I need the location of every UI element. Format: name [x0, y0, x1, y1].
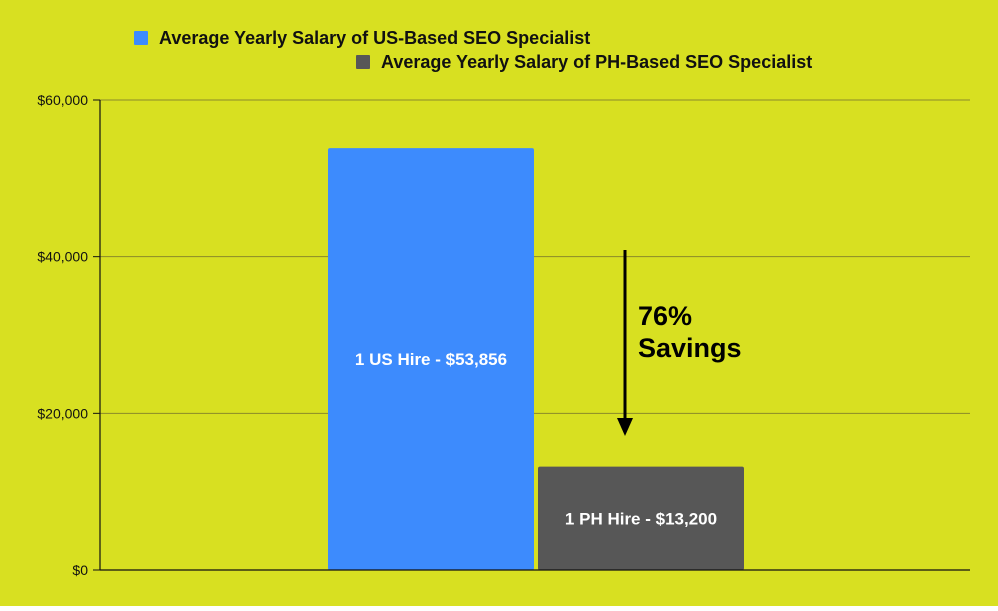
bar-ph [538, 466, 744, 570]
bars: 1 US Hire - $53,856 1 PH Hire - $13,200 [328, 148, 744, 571]
axes: $0 $20,000 $40,000 $60,000 [37, 92, 970, 578]
gridlines [100, 99, 970, 414]
savings-arrow-head [617, 418, 633, 436]
bar-data-label: 1 US Hire - $53,856 [355, 350, 507, 369]
bar-data-label: 1 PH Hire - $13,200 [565, 509, 717, 528]
y-tick-label: $0 [72, 562, 88, 578]
savings-label: Savings [638, 333, 742, 363]
legend-swatch [356, 55, 370, 69]
y-tick-label: $60,000 [37, 92, 88, 108]
legend: Average Yearly Salary of US-Based SEO Sp… [134, 28, 812, 72]
savings-percent: 76% [638, 301, 692, 331]
legend-swatch [134, 31, 148, 45]
y-tick-label: $20,000 [37, 405, 88, 421]
legend-label: Average Yearly Salary of US-Based SEO Sp… [159, 28, 590, 48]
savings-annotation: 76%Savings [617, 250, 742, 436]
y-tick-label: $40,000 [37, 249, 88, 265]
legend-label: Average Yearly Salary of PH-Based SEO Sp… [381, 52, 812, 72]
bar-us [328, 148, 534, 571]
